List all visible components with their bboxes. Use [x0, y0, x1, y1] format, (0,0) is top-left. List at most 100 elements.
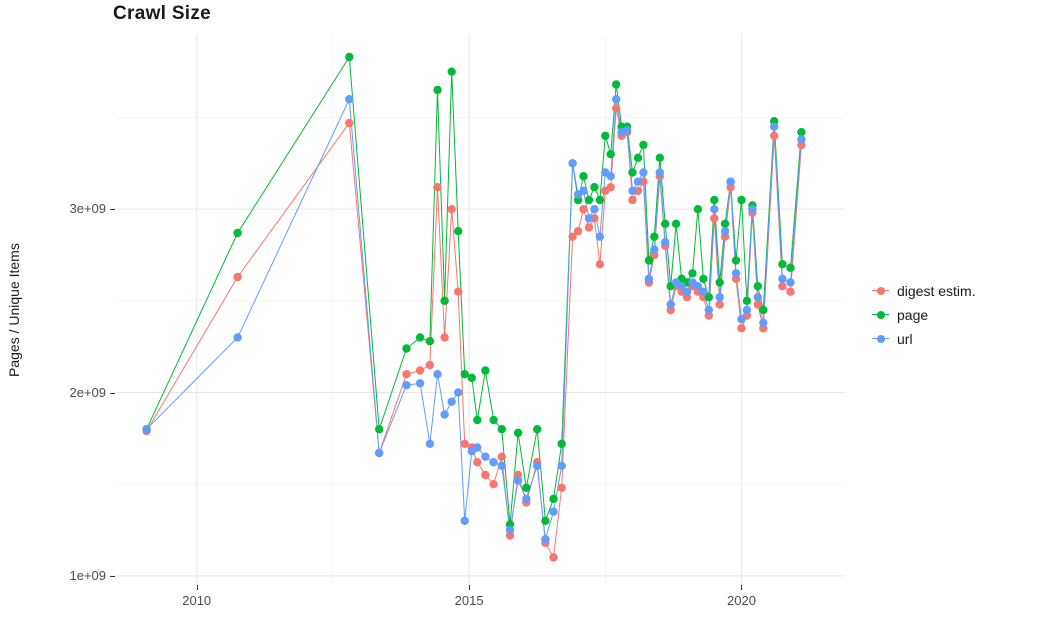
data-point [595, 195, 605, 205]
data-point [568, 232, 577, 241]
data-point [786, 278, 795, 287]
data-point [513, 476, 523, 485]
data-point [345, 118, 354, 128]
data-point [460, 516, 469, 525]
data-point [753, 300, 762, 309]
data-point [454, 388, 463, 397]
data-point [557, 483, 566, 492]
data-point [375, 448, 384, 458]
legend-dot-swatch [876, 334, 885, 343]
data-point [375, 425, 384, 434]
data-point [688, 269, 697, 278]
data-point [699, 274, 708, 283]
data-point [710, 205, 719, 214]
data-point [770, 122, 779, 131]
data-point [402, 370, 411, 379]
data-point [522, 483, 531, 492]
data-point [770, 131, 779, 140]
data-point [460, 439, 469, 448]
data-point [473, 443, 482, 452]
data-point [753, 293, 762, 302]
data-point [447, 397, 456, 406]
chart-title: Crawl Size [113, 3, 212, 24]
legend: digest estim. page url [872, 282, 976, 347]
data-point [433, 183, 442, 192]
data-point [233, 272, 242, 282]
data-point [425, 337, 435, 346]
data-point [759, 305, 768, 315]
data-point [753, 282, 762, 291]
data-point [541, 535, 550, 544]
data-point [786, 287, 795, 296]
data-point [742, 305, 752, 315]
y-tick-label: 3e+09 [69, 201, 106, 217]
data-point [622, 126, 632, 135]
data-point [666, 300, 675, 309]
y-tick-mark [110, 209, 115, 211]
data-point [522, 494, 531, 503]
data-point [481, 366, 490, 375]
data-point [541, 516, 550, 525]
data-point [497, 452, 506, 461]
data-point [433, 370, 442, 379]
data-point [710, 195, 719, 205]
data-point [595, 232, 605, 241]
data-point [497, 425, 506, 434]
data-point [568, 159, 577, 168]
data-point [778, 282, 787, 291]
data-point [557, 461, 566, 470]
legend-key-icon [872, 330, 889, 347]
data-point [447, 67, 456, 76]
data-point [737, 324, 746, 333]
x-tick-label: 2015 [454, 593, 484, 608]
data-point [440, 333, 449, 342]
series-line-digest-estim- [146, 108, 802, 560]
data-point [726, 177, 735, 186]
data-point [233, 333, 242, 342]
data-point [731, 269, 741, 278]
data-point [440, 410, 449, 419]
data-point [473, 458, 482, 467]
data-point [590, 205, 599, 214]
data-point [467, 373, 476, 382]
data-point [440, 296, 449, 305]
series-line-url [146, 97, 802, 540]
data-point [606, 183, 615, 192]
data-point [402, 344, 411, 353]
data-point [489, 458, 498, 467]
legend-label: digest estim. [897, 282, 976, 299]
data-point [715, 293, 724, 302]
data-point [579, 205, 588, 214]
data-point [720, 227, 730, 236]
data-point [533, 425, 542, 434]
data-point [628, 195, 637, 205]
data-point [606, 150, 615, 159]
data-point [345, 52, 354, 62]
data-point [677, 282, 686, 291]
legend-label: url [897, 330, 913, 347]
data-point [693, 205, 703, 214]
data-point [425, 360, 435, 370]
data-point [425, 439, 435, 448]
data-point [601, 131, 610, 140]
data-point [715, 300, 724, 309]
data-point [748, 205, 757, 214]
data-point [584, 214, 594, 223]
data-point [595, 260, 605, 269]
data-point [489, 480, 498, 489]
data-point [644, 256, 654, 265]
data-point [573, 227, 583, 236]
data-point [142, 425, 151, 434]
x-tick-mark [196, 585, 198, 590]
plot-canvas [115, 35, 845, 585]
data-point [415, 333, 425, 342]
data-point [454, 227, 463, 236]
data-point [612, 80, 621, 89]
data-point [671, 219, 681, 228]
y-axis-label: Pages / Unique Items [6, 243, 22, 377]
data-point [447, 205, 456, 214]
data-point [778, 260, 787, 269]
data-point [661, 238, 670, 247]
data-point [590, 183, 599, 192]
data-point [797, 135, 806, 144]
